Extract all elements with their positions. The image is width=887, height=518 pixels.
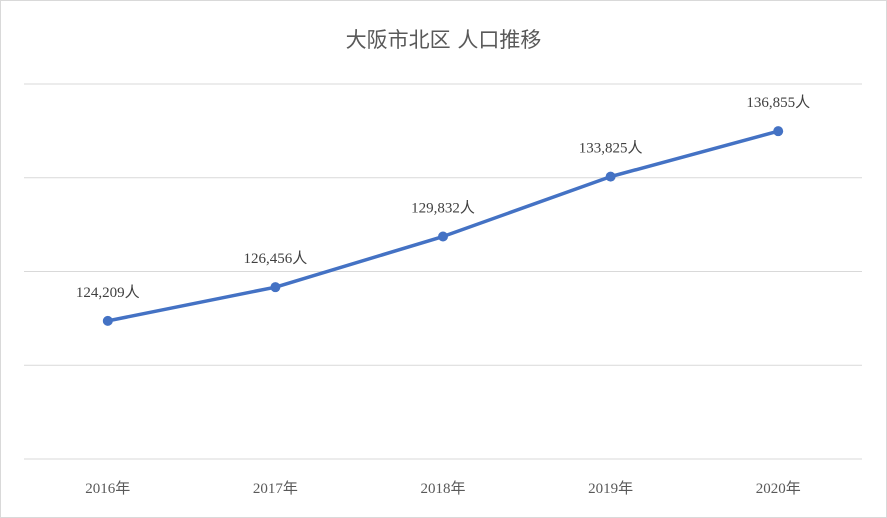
- x-tick-label: 2019年: [588, 480, 633, 497]
- gridlines: [24, 83, 862, 460]
- data-labels: 124,209人 126,456人 129,832人 133,825人 136,855人: [76, 94, 810, 301]
- series-line: [106, 129, 780, 323]
- data-point: [605, 171, 616, 182]
- data-label: 124,209人: [76, 284, 140, 301]
- data-points: [102, 126, 784, 326]
- data-label: 129,832人: [411, 200, 475, 217]
- x-tick-label: 2016年: [85, 480, 130, 497]
- data-point: [270, 282, 281, 293]
- data-label: 136,855人: [746, 94, 810, 111]
- series-line-group: [106, 129, 780, 323]
- data-point: [438, 231, 448, 242]
- data-point: [102, 315, 113, 326]
- data-point: [773, 126, 784, 137]
- x-axis-ticks: 2016年 2017年 2018年 2019年 2020年: [85, 480, 800, 497]
- x-tick-label: 2017年: [253, 480, 298, 497]
- x-tick-label: 2020年: [756, 480, 801, 497]
- data-label: 133,825人: [579, 140, 643, 157]
- chart-title: 大阪市北区 人口推移: [345, 28, 542, 52]
- data-label: 126,456人: [244, 250, 308, 267]
- x-tick-label: 2018年: [420, 480, 465, 497]
